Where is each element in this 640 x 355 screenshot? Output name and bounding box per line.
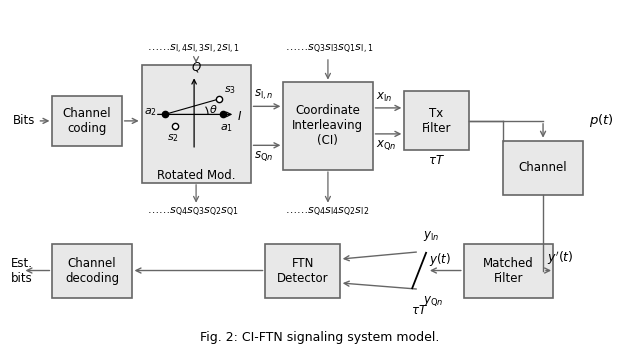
Text: $I$: $I$ [237, 110, 242, 123]
Text: $\ldots\ldots s_{\rm Q4}s_{\rm Q3}s_{\rm Q2}s_{\rm Q1}$: $\ldots\ldots s_{\rm Q4}s_{\rm Q3}s_{\rm… [147, 206, 239, 219]
Bar [284, 82, 372, 170]
Text: $Q$: $Q$ [191, 60, 202, 73]
Text: Est.
bits: Est. bits [11, 257, 33, 284]
Text: $y'(t)$: $y'(t)$ [547, 249, 573, 267]
Bar [504, 141, 582, 195]
Bar [404, 91, 468, 151]
Bar [52, 244, 132, 298]
Text: Channel
coding: Channel coding [63, 107, 111, 135]
Text: $p(t)$: $p(t)$ [589, 113, 614, 130]
Text: Rotated Mod.: Rotated Mod. [157, 169, 236, 181]
Text: $y(t)$: $y(t)$ [429, 251, 451, 268]
Text: FTN
Detector: FTN Detector [277, 257, 328, 285]
Text: Coordinate
Interleaving
(CI): Coordinate Interleaving (CI) [292, 104, 364, 147]
Text: $\ldots\ldots s_{\rm Q3}s_{\rm I3}s_{\rm Q1}s_{\rm I,1}$: $\ldots\ldots s_{\rm Q3}s_{\rm I3}s_{\rm… [285, 43, 374, 56]
Bar [266, 244, 340, 298]
Text: $s_{{\rm I},n}$: $s_{{\rm I},n}$ [253, 88, 273, 102]
Text: $y_{{\rm I}n}$: $y_{{\rm I}n}$ [423, 229, 440, 243]
Text: $x_{{\rm Q}n}$: $x_{{\rm Q}n}$ [376, 138, 396, 152]
Text: $\tau T$: $\tau T$ [411, 304, 428, 317]
Text: $x_{{\rm I}n}$: $x_{{\rm I}n}$ [376, 91, 392, 104]
Bar [141, 65, 251, 183]
Bar [464, 244, 553, 298]
Text: $y_{{\rm Q}n}$: $y_{{\rm Q}n}$ [423, 294, 444, 308]
Text: $\ldots\ldots s_{\rm I,4}s_{\rm I,3}s_{\rm I,2}s_{\rm I,1}$: $\ldots\ldots s_{\rm I,4}s_{\rm I,3}s_{\… [147, 43, 239, 56]
Text: $s_{{\rm Q}n}$: $s_{{\rm Q}n}$ [253, 149, 273, 163]
Text: $s_3$: $s_3$ [224, 84, 236, 96]
Text: $\tau T$: $\tau T$ [428, 154, 445, 167]
Text: $\ldots\ldots s_{\rm Q4}s_{\rm I4}s_{\rm Q2}s_{\rm I2}$: $\ldots\ldots s_{\rm Q4}s_{\rm I4}s_{\rm… [285, 206, 369, 219]
Text: Tx
Filter: Tx Filter [422, 107, 451, 135]
Text: Fig. 2: CI-FTN signaling system model.: Fig. 2: CI-FTN signaling system model. [200, 331, 440, 344]
Text: Matched
Filter: Matched Filter [483, 257, 534, 285]
Text: Channel: Channel [519, 161, 567, 174]
Text: $\theta$: $\theta$ [209, 103, 217, 115]
Bar [52, 96, 122, 146]
Text: $a_2$: $a_2$ [144, 106, 157, 118]
Text: $a_1$: $a_1$ [220, 122, 233, 134]
Text: Bits: Bits [13, 114, 35, 127]
Text: $s_2$: $s_2$ [168, 132, 179, 144]
Text: Channel
decoding: Channel decoding [65, 257, 119, 285]
